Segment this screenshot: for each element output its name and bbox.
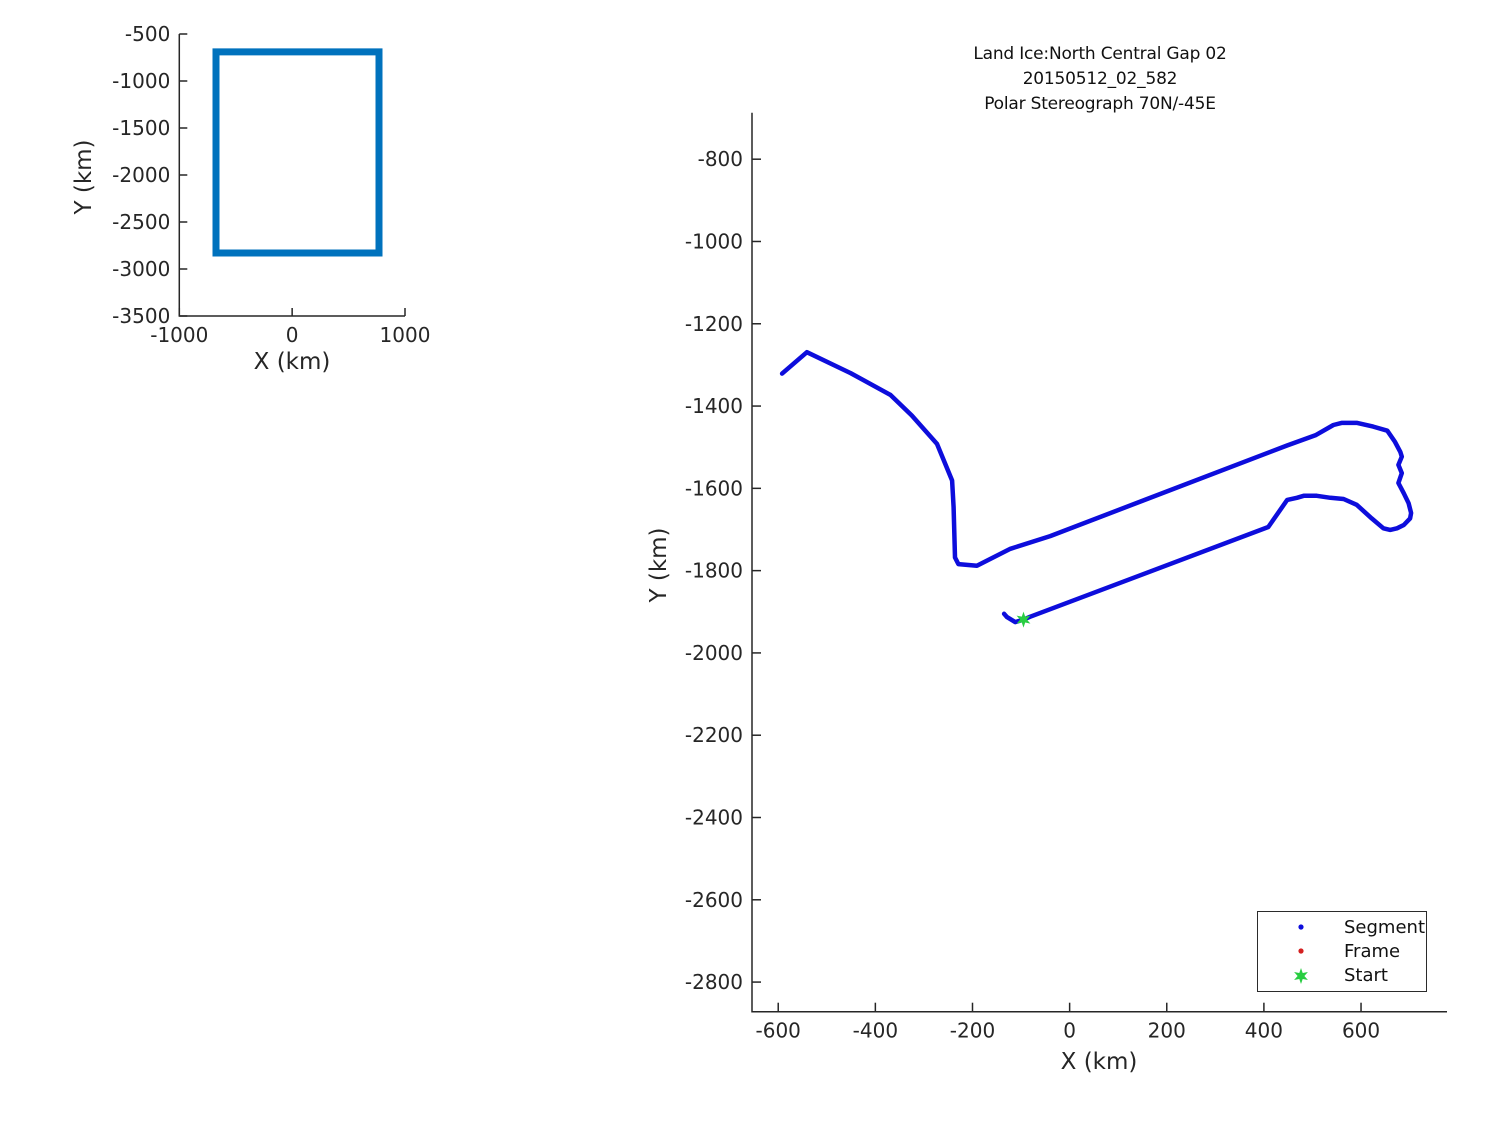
flightline-x-tick-label: 0 xyxy=(1063,1019,1076,1043)
flightline-x-tick-label: -200 xyxy=(950,1019,995,1043)
segment-dot xyxy=(1298,924,1304,930)
overview-y-tick-label: -1500 xyxy=(112,116,170,140)
legend-item-segment: Segment xyxy=(1258,915,1426,939)
legend-box: Segment Frame Start xyxy=(1257,911,1427,992)
overview-y-tick-label: -500 xyxy=(125,22,170,46)
overview-y-tick-label: -2000 xyxy=(112,163,170,187)
overview-y-tick-label: -3500 xyxy=(112,304,170,328)
flightline-y-tick-label: -1600 xyxy=(685,476,743,500)
start-marker xyxy=(1016,611,1031,628)
flightline-x-tick-label: 400 xyxy=(1245,1019,1283,1043)
flightline-x-axis-label: X (km) xyxy=(1060,1049,1138,1075)
overview-y-tick-label: -3000 xyxy=(112,257,170,281)
segment-track xyxy=(779,349,1414,625)
flightline-y-tick-label: -1200 xyxy=(685,312,743,336)
flightline-y-tick-label: -2800 xyxy=(685,970,743,994)
chart-title-line-2: 20150512_02_582 xyxy=(1022,69,1178,89)
flightline-y-tick-label: -2000 xyxy=(685,641,743,665)
legend-label-segment: Segment xyxy=(1344,916,1425,938)
segment-marker-icon xyxy=(1258,917,1344,937)
overview-chart: -1000 0 1000 -500 -1000 -1500 -2000 -2500 -3000 -… xyxy=(112,22,430,347)
flightline-x-tick-label: -400 xyxy=(853,1019,898,1043)
flightline-y-tick-label: -1800 xyxy=(685,559,743,583)
overview-x-tick-label: 0 xyxy=(286,323,299,347)
chart-title: Land Ice:North Central Gap 02 20150512_0… xyxy=(750,42,1450,117)
flightline-y-tick-label: -2400 xyxy=(685,805,743,829)
flightline-chart: -600 -400 -200 0 200 400 600-800-1000-1200-140… xyxy=(685,112,1447,1043)
frame-dot xyxy=(1298,948,1304,955)
chart-title-line-1: Land Ice:North Central Gap 02 xyxy=(973,44,1227,64)
flightline-y-tick-label: -1000 xyxy=(685,229,743,253)
flightline-y-tick-label: -800 xyxy=(698,147,743,171)
flightline-y-tick-label: -1400 xyxy=(685,394,743,418)
start-marker-icon xyxy=(1258,966,1344,986)
legend-label-frame: Frame xyxy=(1344,940,1401,962)
flightline-axes-spine xyxy=(751,112,1447,1013)
overview-y-tick-label: -2500 xyxy=(112,210,170,234)
overview-x-tick-label: -1000 xyxy=(150,323,208,347)
overview-x-axis-label: X (km) xyxy=(253,349,331,375)
overview-y-tick-label: -1000 xyxy=(112,69,170,93)
chart-title-line-3: Polar Stereograph 70N/-45E xyxy=(984,94,1216,114)
flightline-x-tick-label: 600 xyxy=(1342,1019,1380,1043)
legend-item-frame: Frame xyxy=(1258,939,1426,963)
start-star xyxy=(1294,967,1308,984)
flightline-y-tick-label: -2600 xyxy=(685,888,743,912)
overview-x-tick-label: 1000 xyxy=(380,323,431,347)
legend-item-start: Start xyxy=(1258,964,1426,988)
legend-label-start: Start xyxy=(1344,965,1388,987)
overview-y-axis-label: Y (km) xyxy=(71,139,97,215)
frame-marker-icon xyxy=(1258,941,1344,961)
flightline-y-axis-label: Y (km) xyxy=(646,527,672,603)
flightline-x-tick-label: 200 xyxy=(1148,1019,1186,1043)
flightline-x-tick-label: -600 xyxy=(756,1019,801,1043)
flightline-y-tick-label: -2200 xyxy=(685,723,743,747)
coverage-outline xyxy=(212,48,383,257)
